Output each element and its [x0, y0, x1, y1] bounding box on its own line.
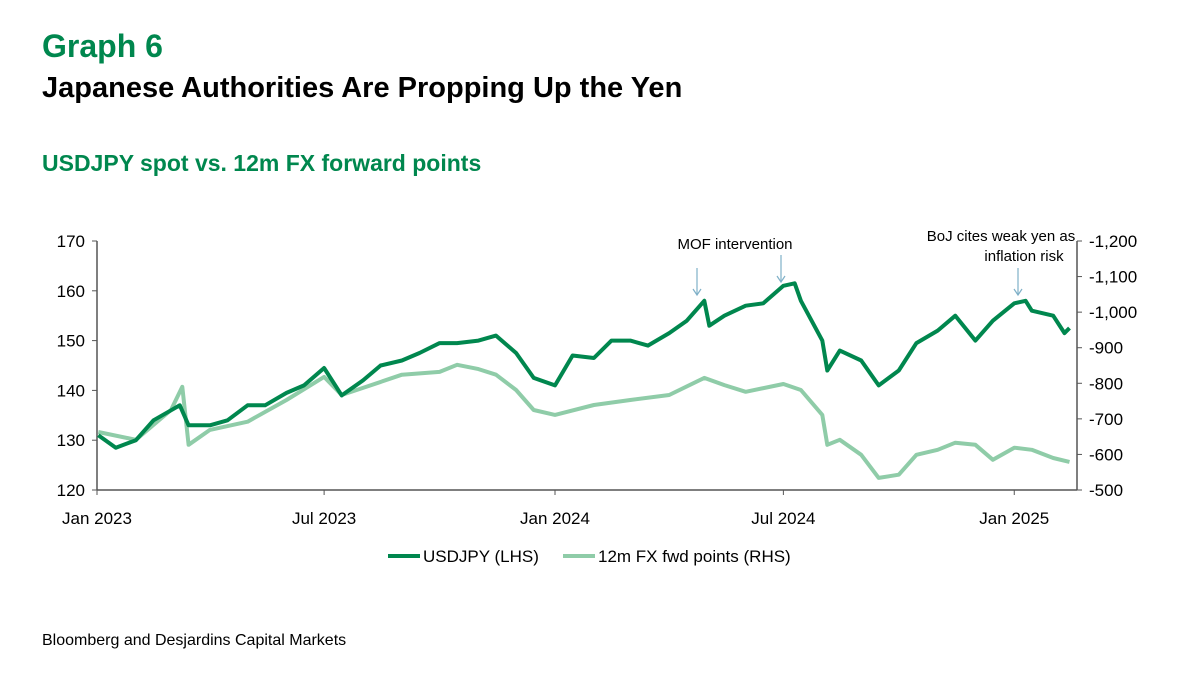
x-tick-label: Jan 2023	[62, 509, 132, 528]
left-tick-label: 130	[57, 431, 85, 450]
arrow-head-icon	[692, 288, 702, 297]
right-tick-label: -900	[1089, 339, 1123, 358]
arrow-head-icon	[776, 275, 786, 284]
right-tick-label: -1,200	[1089, 232, 1137, 251]
legend-label-fwd: 12m FX fwd points (RHS)	[598, 547, 791, 566]
page-title: Japanese Authorities Are Propping Up the…	[42, 72, 683, 104]
left-tick-label: 160	[57, 282, 85, 301]
left-tick-label: 170	[57, 232, 85, 251]
x-tick-label: Jul 2023	[292, 509, 356, 528]
x-tick-label: Jan 2024	[520, 509, 590, 528]
right-tick-label: -1,000	[1089, 303, 1137, 322]
annotation-boj-line2: inflation risk	[984, 248, 1064, 265]
left-tick-label: 140	[57, 381, 85, 400]
fwd-points-line	[97, 362, 1070, 480]
right-tick-label: -1,100	[1089, 268, 1137, 287]
graph-label: Graph 6	[42, 28, 163, 64]
legend: USDJPY (LHS) 12m FX fwd points (RHS)	[388, 547, 791, 566]
left-tick-label: 150	[57, 332, 85, 351]
right-tick-label: -700	[1089, 410, 1123, 429]
source-note: Bloomberg and Desjardins Capital Markets	[42, 632, 347, 649]
usdjpy-line	[97, 281, 1071, 450]
x-tick-label: Jul 2024	[751, 509, 815, 528]
right-tick-label: -800	[1089, 374, 1123, 393]
arrow-head-icon	[1013, 288, 1023, 297]
chart-subtitle: USDJPY spot vs. 12m FX forward points	[42, 150, 482, 176]
x-tick-label: Jan 2025	[979, 509, 1049, 528]
right-tick-label: -600	[1089, 445, 1123, 464]
annotation-mof: MOF intervention	[677, 236, 792, 253]
right-tick-label: -500	[1089, 481, 1123, 500]
legend-label-usdjpy: USDJPY (LHS)	[423, 547, 539, 566]
annotation-boj-line1: BoJ cites weak yen as	[927, 228, 1075, 245]
left-tick-label: 120	[57, 481, 85, 500]
